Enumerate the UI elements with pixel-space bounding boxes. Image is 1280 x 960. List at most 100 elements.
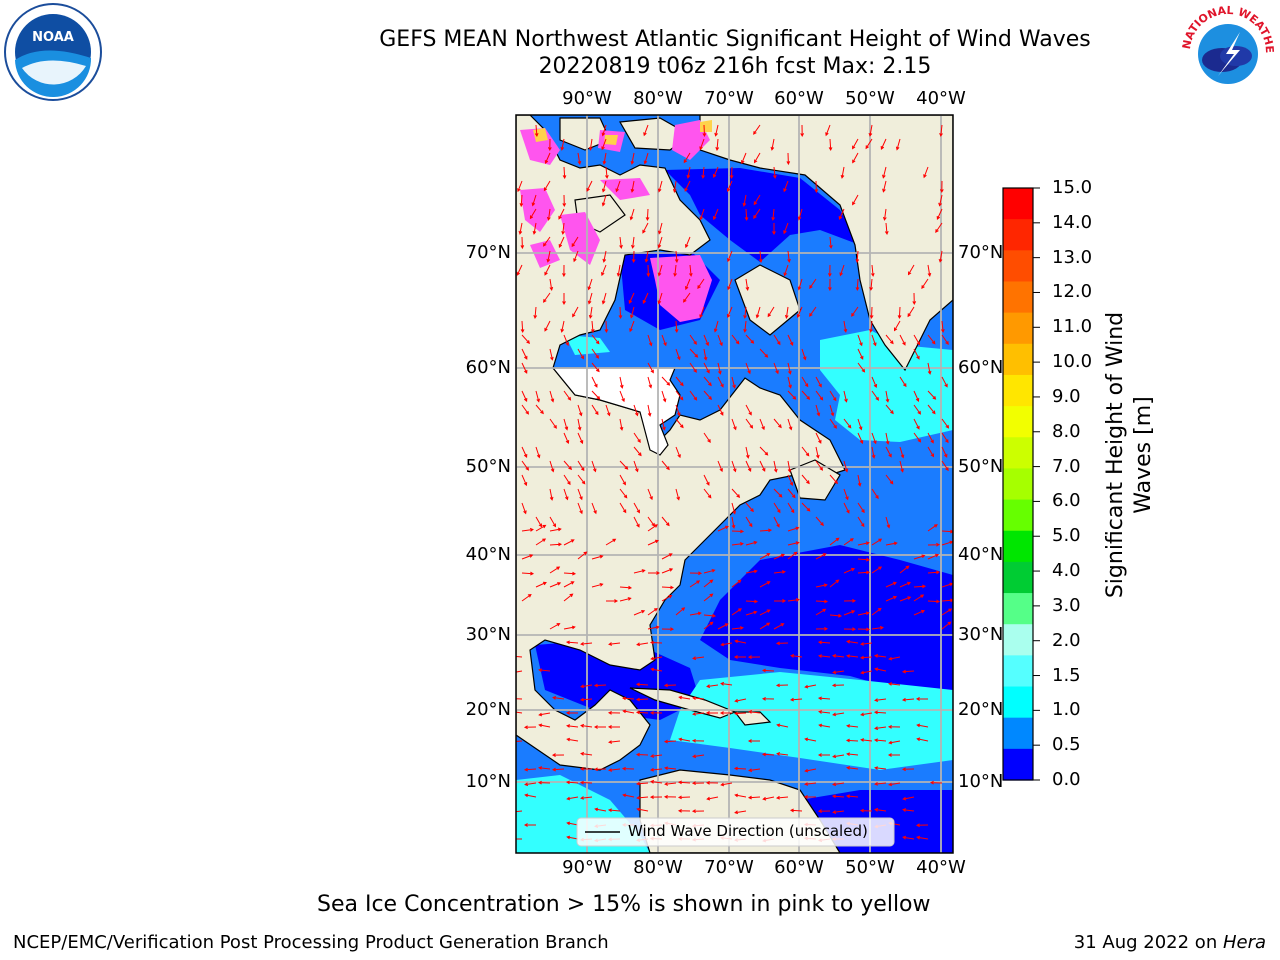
footer-host: Hera: [1222, 932, 1266, 953]
low-wave-region: [665, 168, 860, 262]
wind-wave-arrow: [831, 683, 845, 688]
wind-wave-arrow: [773, 623, 785, 630]
wind-wave-arrow: [927, 264, 932, 277]
wind-wave-arrow: [587, 292, 593, 305]
wind-wave-arrow: [521, 594, 532, 602]
wind-wave-arrow: [619, 474, 626, 486]
wind-wave-arrow: [647, 625, 660, 630]
wind-wave-arrow: [588, 306, 593, 319]
wind-wave-arrow: [913, 348, 920, 360]
wind-wave-arrow: [727, 250, 733, 263]
lat-label-right: 40°N: [958, 544, 1004, 565]
wind-wave-arrow: [683, 152, 691, 164]
wind-wave-arrow: [941, 432, 949, 444]
lon-label-bottom: 70°W: [704, 857, 754, 878]
wind-wave-arrow: [674, 250, 679, 264]
wind-wave-arrow: [843, 502, 850, 514]
wind-wave-arrow: [731, 626, 744, 630]
wind-wave-arrow: [649, 710, 663, 715]
wind-wave-arrow: [661, 418, 666, 431]
wind-wave-arrow: [770, 138, 775, 151]
wind-wave-arrow: [643, 124, 649, 137]
wind-wave-arrow: [801, 474, 810, 485]
wind-wave-arrow: [563, 432, 570, 445]
wind-wave-arrow: [577, 460, 585, 472]
wind-wave-arrow: [591, 362, 600, 373]
wind-wave-arrow: [857, 627, 871, 632]
wind-wave-arrow: [745, 362, 751, 375]
wind-wave-arrow: [927, 446, 935, 458]
wind-wave-arrow: [857, 557, 871, 562]
wind-wave-arrow: [801, 390, 811, 400]
wind-wave-arrow: [815, 460, 824, 471]
wind-wave-arrow: [829, 418, 837, 429]
wind-wave-arrow: [733, 655, 746, 659]
wind-wave-arrow: [621, 766, 635, 771]
wind-wave-arrow: [938, 194, 943, 207]
wind-wave-arrow: [663, 683, 677, 688]
wind-wave-arrow: [913, 404, 921, 415]
wind-wave-arrow: [829, 579, 840, 588]
wind-wave-arrow: [745, 540, 758, 546]
wind-wave-arrow: [549, 418, 557, 429]
wind-wave-arrow: [868, 124, 873, 137]
wind-wave-arrow: [913, 418, 920, 430]
wind-wave-arrow: [726, 306, 733, 319]
colorbar-swatch: [1003, 499, 1033, 532]
wind-wave-arrow: [563, 539, 575, 546]
wind-wave-arrow: [888, 740, 901, 745]
wind-wave-arrow: [650, 779, 663, 784]
wind-wave-arrow: [619, 502, 627, 514]
wind-wave-arrow: [828, 138, 833, 152]
wind-wave-arrow: [675, 348, 681, 361]
wind-wave-arrow: [521, 362, 528, 374]
wind-wave-arrow: [832, 712, 845, 717]
wind-wave-arrow: [661, 376, 671, 386]
colorbar-tick-label: 7.0: [1052, 455, 1081, 477]
wind-wave-arrow: [745, 610, 758, 616]
wind-wave-arrow: [899, 596, 912, 602]
wind-wave-arrow: [607, 710, 621, 715]
wind-wave-arrow: [787, 250, 791, 263]
wind-wave-arrow: [916, 835, 929, 840]
wind-wave-arrow: [828, 278, 832, 292]
colorbar-swatch: [1003, 655, 1033, 688]
wind-wave-arrow: [941, 598, 953, 603]
wind-wave-arrow: [773, 599, 787, 603]
wind-wave-arrow: [731, 502, 736, 515]
wind-wave-arrow: [829, 537, 840, 546]
wind-wave-arrow: [705, 711, 719, 715]
wind-wave-arrow: [630, 152, 635, 165]
wind-wave-arrow: [661, 585, 675, 590]
wind-wave-arrow: [899, 446, 905, 459]
wind-wave-arrow: [915, 697, 929, 701]
wind-wave-arrow: [753, 208, 761, 219]
wind-wave-arrow: [927, 524, 938, 532]
wind-wave-arrow: [745, 334, 755, 344]
wind-wave-arrow: [563, 625, 576, 630]
wind-wave-arrow: [619, 488, 628, 499]
wind-wave-arrow: [921, 278, 929, 289]
wind-wave-arrow: [622, 793, 635, 798]
wind-wave-arrow: [537, 780, 551, 785]
wind-wave-arrow: [647, 334, 653, 347]
low-wave-region: [700, 545, 953, 700]
wind-wave-arrow: [815, 376, 822, 388]
wind-wave-arrow: [817, 809, 831, 814]
wind-wave-arrow: [619, 376, 624, 389]
wind-wave-arrow: [580, 751, 593, 756]
wind-wave-arrow: [884, 222, 889, 236]
wind-wave-arrow: [636, 642, 649, 647]
wind-wave-arrow: [731, 516, 736, 529]
colorbar-swatch: [1003, 748, 1033, 781]
wind-wave-arrow: [874, 667, 887, 672]
wind-wave-arrow: [657, 292, 663, 305]
wind-wave-arrow: [745, 404, 752, 416]
wind-wave-arrow: [846, 654, 859, 658]
wind-wave-arrow: [726, 180, 733, 193]
wind-wave-arrow: [761, 668, 775, 673]
wind-wave-arrow: [817, 696, 831, 701]
wind-wave-arrow: [857, 611, 870, 616]
wind-wave-arrow: [827, 264, 832, 278]
wind-wave-arrow: [901, 697, 915, 702]
